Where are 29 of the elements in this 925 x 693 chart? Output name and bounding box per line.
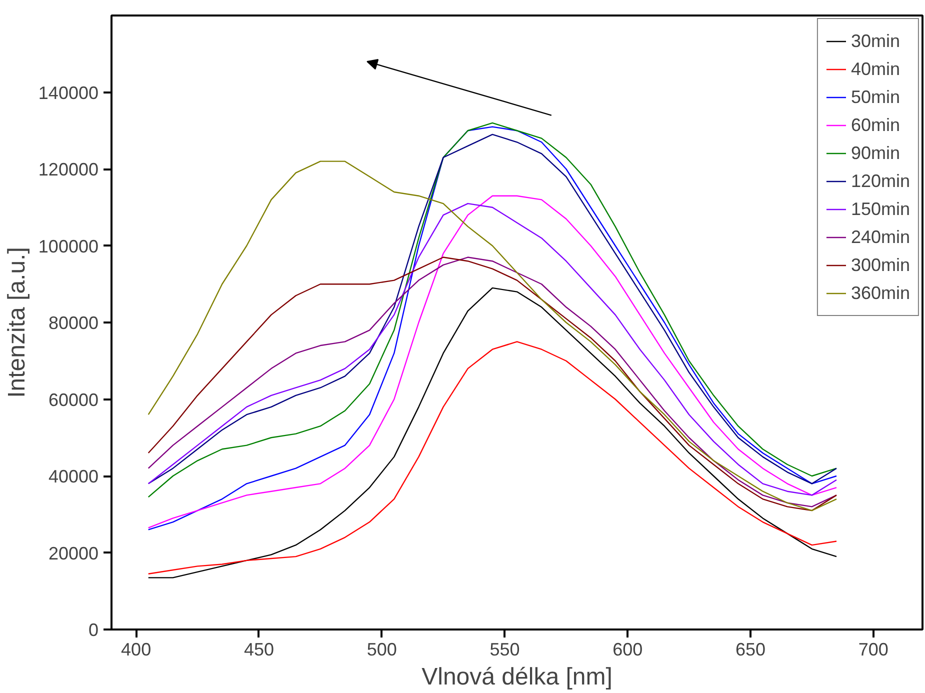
legend-label: 360min <box>850 282 910 304</box>
y-tick-label: 20000 <box>48 543 99 564</box>
legend-label: 50min <box>850 86 900 108</box>
legend-label: 120min <box>850 170 910 192</box>
x-tick-label: 600 <box>612 640 643 660</box>
y-axis-title: Intenzita [a.u.] <box>3 247 30 398</box>
y-tick-label: 120000 <box>38 160 99 180</box>
x-tick-label: 400 <box>121 640 152 660</box>
y-tick-label: 80000 <box>48 313 99 333</box>
y-tick-label: 60000 <box>48 390 99 410</box>
x-tick-label: 700 <box>858 640 888 660</box>
x-tick-label: 650 <box>735 640 766 660</box>
legend-label: 30min <box>850 30 900 52</box>
x-tick-label: 450 <box>244 640 274 660</box>
legend-label: 240min <box>850 226 910 248</box>
legend-label: 60min <box>850 114 900 136</box>
legend-label: 300min <box>850 254 910 276</box>
legend-label: 150min <box>850 198 910 220</box>
x-tick-label: 500 <box>366 640 397 660</box>
legend-label: 90min <box>850 142 900 164</box>
line-series <box>148 287 838 578</box>
line-series <box>148 341 838 574</box>
legend-label: 40min <box>850 58 900 80</box>
y-tick-label: 100000 <box>38 236 99 256</box>
y-tick-label: 40000 <box>48 466 99 486</box>
x-tick-label: 550 <box>490 640 520 660</box>
y-tick-label: 140000 <box>38 82 99 103</box>
x-axis-title: Vlnová délka [nm] <box>422 664 612 690</box>
y-tick-label: 0 <box>88 620 99 640</box>
